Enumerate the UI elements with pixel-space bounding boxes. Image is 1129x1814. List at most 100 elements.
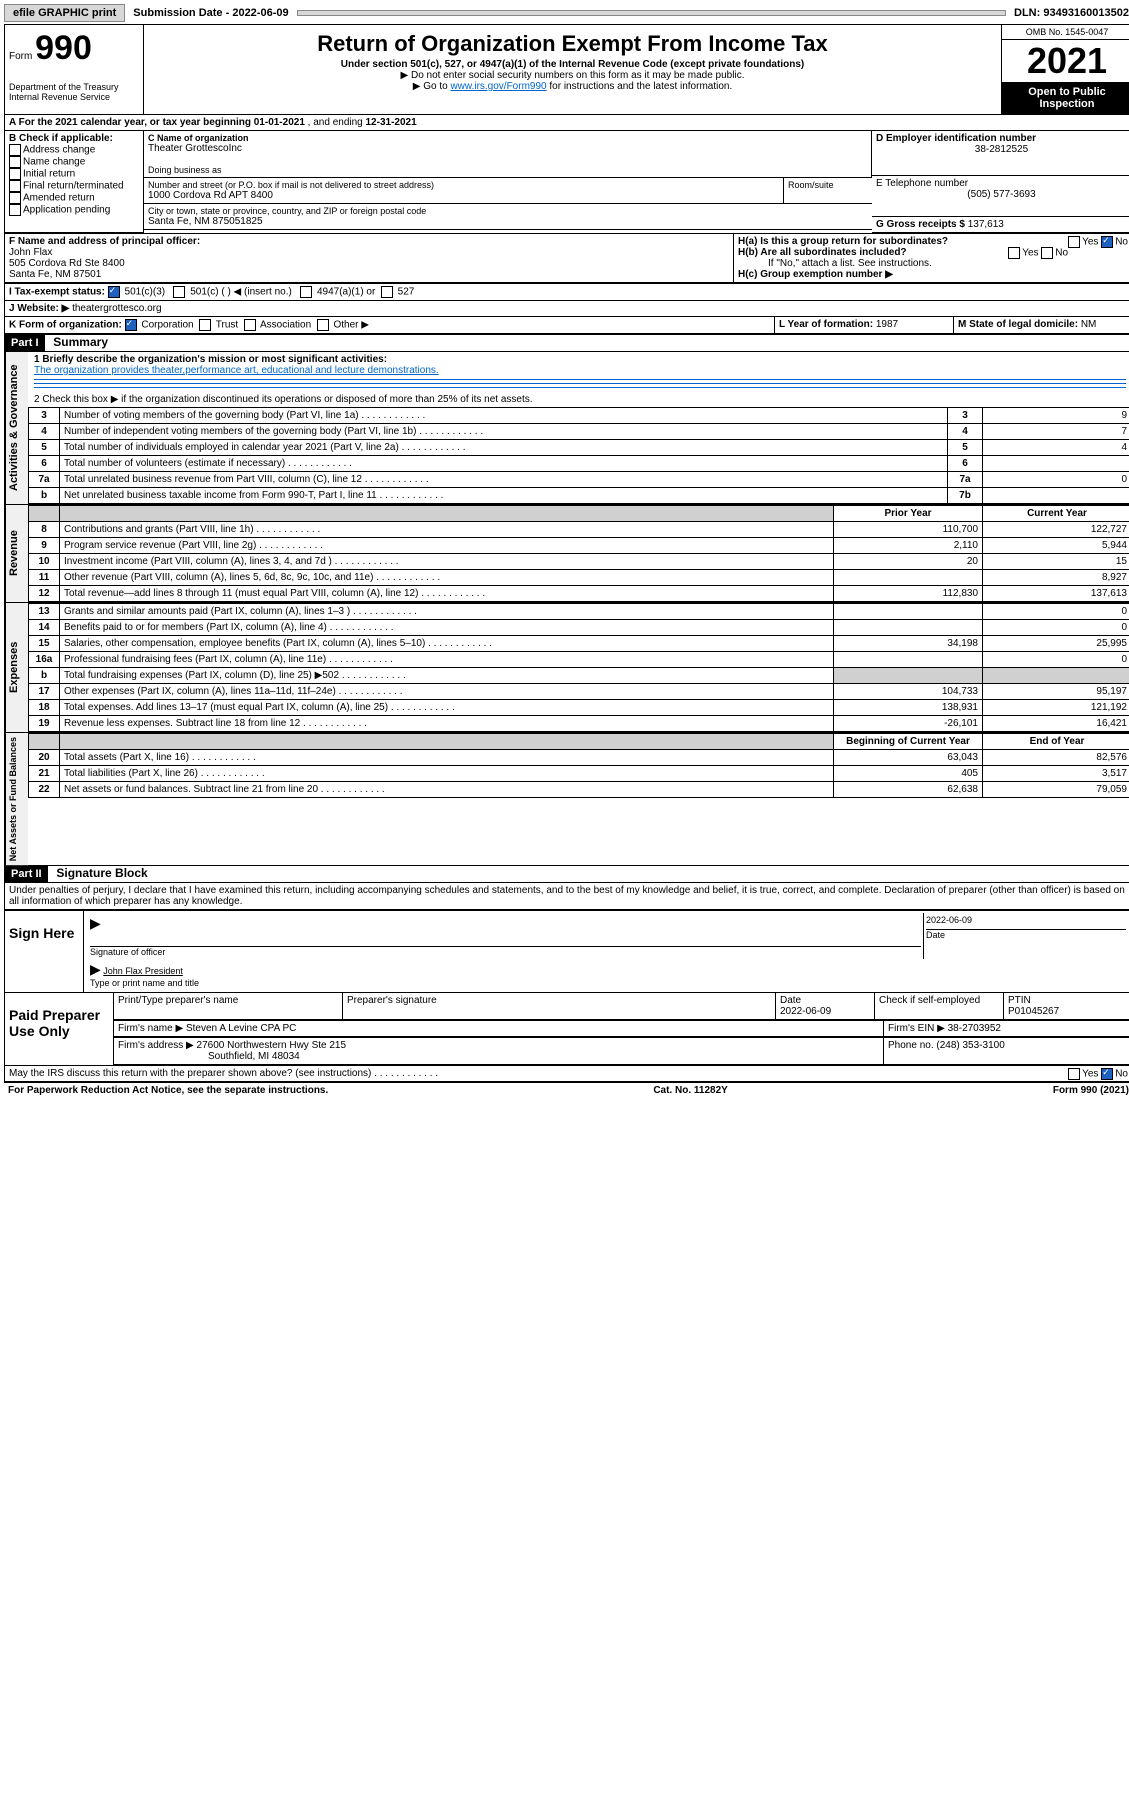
vert-net: Net Assets or Fund Balances [5,733,28,865]
may-irs-text: May the IRS discuss this return with the… [9,1068,371,1079]
sig-date-val: 2022-06-09 [926,915,1126,925]
section-net: Net Assets or Fund Balances Beginning of… [5,733,1129,866]
opt-initial: Initial return [9,168,139,180]
org-address: 1000 Cordova Rd APT 8400 [148,190,779,201]
sig-date-label: Date [926,929,1126,940]
hb-yes[interactable] [1008,247,1020,259]
paid-label: Paid Preparer Use Only [5,993,114,1065]
no-3: No [1115,1069,1128,1080]
m-label: M State of legal domicile: [958,319,1081,330]
prep-date-val: 2022-06-09 [780,1006,831,1017]
cb-corp[interactable] [125,319,137,331]
section-expenses: Expenses 13Grants and similar amounts pa… [5,603,1129,733]
e-label: E Telephone number [876,178,1127,189]
website-value: theatergrottesco.org [72,303,162,314]
checkbox-address[interactable] [9,144,21,156]
box-deg: D Employer identification number 38-2812… [872,131,1129,233]
yes-2: Yes [1022,248,1038,259]
cb-4947[interactable] [300,286,312,298]
arrow-icon-2: ▶ [90,961,101,977]
c-label: C Name of organization [148,133,867,143]
table-row: 6Total number of volunteers (estimate if… [29,456,1129,472]
checkbox-name[interactable] [9,156,21,168]
no-1: No [1115,237,1128,248]
checkbox-amended[interactable] [9,192,21,204]
prep-sig-label: Preparer's signature [343,993,776,1020]
irs-no[interactable] [1101,1068,1113,1080]
ein-value: 38-2812525 [876,144,1127,155]
table-revenue: Prior YearCurrent Year8Contributions and… [28,505,1129,602]
ha-yes[interactable] [1068,236,1080,248]
officer-addr1: 505 Cordova Rd Ste 8400 [9,258,125,269]
hc-label: H(c) Group exemption number ▶ [738,269,1128,280]
row-i: I Tax-exempt status: 501(c)(3) 501(c) ( … [5,283,1129,301]
table-row: 16aProfessional fundraising fees (Part I… [29,652,1129,668]
opt-0: Address change [23,145,95,156]
h-b: H(b) Are all subordinates included? Yes … [738,247,1128,258]
firm-addr2: Southfield, MI 48034 [118,1051,300,1062]
g-label: G Gross receipts $ [876,219,968,230]
opt-name: Name change [9,156,139,168]
checkbox-pending[interactable] [9,204,21,216]
irs-yes[interactable] [1068,1068,1080,1080]
firm-name-label: Firm's name ▶ [118,1023,186,1034]
table-governance: 3Number of voting members of the governi… [28,407,1129,504]
k-corp: Corporation [141,320,193,331]
prep-date-label: Date [780,995,801,1006]
dept-text: Department of the Treasury Internal Reve… [9,82,139,102]
i-a1: 4947(a)(1) or [317,287,375,298]
cb-501c[interactable] [173,286,185,298]
efile-button[interactable]: efile GRAPHIC print [4,4,125,22]
form-prefix: Form [9,51,32,62]
room-label: Room/suite [788,180,868,190]
firm-addr-label: Firm's address ▶ [118,1040,197,1051]
m-val: NM [1081,319,1097,330]
opt-5: Application pending [23,205,110,216]
sign-here-label: Sign Here [5,911,84,992]
perjury-text: Under penalties of perjury, I declare th… [5,883,1129,909]
officer-addr2: Santa Fe, NM 87501 [9,269,101,280]
arrow-icon: ▶ [90,915,101,931]
vert-governance: Activities & Governance [5,352,28,504]
k-trust: Trust [216,320,238,331]
irs-link[interactable]: www.irs.gov/Form990 [450,81,546,92]
cb-trust[interactable] [199,319,211,331]
line-1: 1 Briefly describe the organization's mi… [28,352,1129,392]
form-container: Form 990 Department of the Treasury Inte… [4,24,1129,1083]
table-row: 5Total number of individuals employed in… [29,440,1129,456]
checkbox-final[interactable] [9,180,21,192]
footer-left: For Paperwork Reduction Act Notice, see … [8,1085,328,1096]
spacer-bar [297,10,1006,16]
firm-phone: (248) 353-3100 [936,1040,1004,1051]
h-a: H(a) Is this a group return for subordin… [738,236,1128,247]
dln-prefix: DLN: [1014,7,1043,19]
mission-text[interactable]: The organization provides theater,perfor… [34,365,439,376]
box-c: C Name of organization Theater Grottesco… [144,131,872,233]
form-number: 990 [35,29,92,67]
line1-label: 1 Briefly describe the organization's mi… [34,354,1126,365]
i-c3: 501(c)(3) [125,287,166,298]
opt-pending: Application pending [9,204,139,216]
row-j: J Website: ▶ theatergrottesco.org [5,301,1129,317]
no-2: No [1055,248,1068,259]
submission-label: Submission Date - 2022-06-09 [129,7,292,19]
k-assoc: Association [260,320,311,331]
cb-assoc[interactable] [244,319,256,331]
line-2: 2 Check this box ▶ if the organization d… [28,392,1129,407]
vert-expenses: Expenses [5,603,28,732]
checkbox-initial[interactable] [9,168,21,180]
cb-501c3[interactable] [108,286,120,298]
may-irs-row: May the IRS discuss this return with the… [5,1066,1129,1082]
sig-officer-label: Signature of officer [90,946,921,957]
form-subtitle: Under section 501(c), 527, or 4947(a)(1)… [152,59,993,70]
table-row: 9Program service revenue (Part VIII, lin… [29,538,1129,554]
cb-527[interactable] [381,286,393,298]
table-row: 8Contributions and grants (Part VIII, li… [29,522,1129,538]
hb-no[interactable] [1041,247,1053,259]
ha-label: H(a) Is this a group return for subordin… [738,236,948,247]
cb-other[interactable] [317,319,329,331]
hb-note: If "No," attach a list. See instructions… [738,258,1128,269]
opt-final: Final return/terminated [9,180,139,192]
ha-no[interactable] [1101,236,1113,248]
table-row: 14Benefits paid to or for members (Part … [29,620,1129,636]
